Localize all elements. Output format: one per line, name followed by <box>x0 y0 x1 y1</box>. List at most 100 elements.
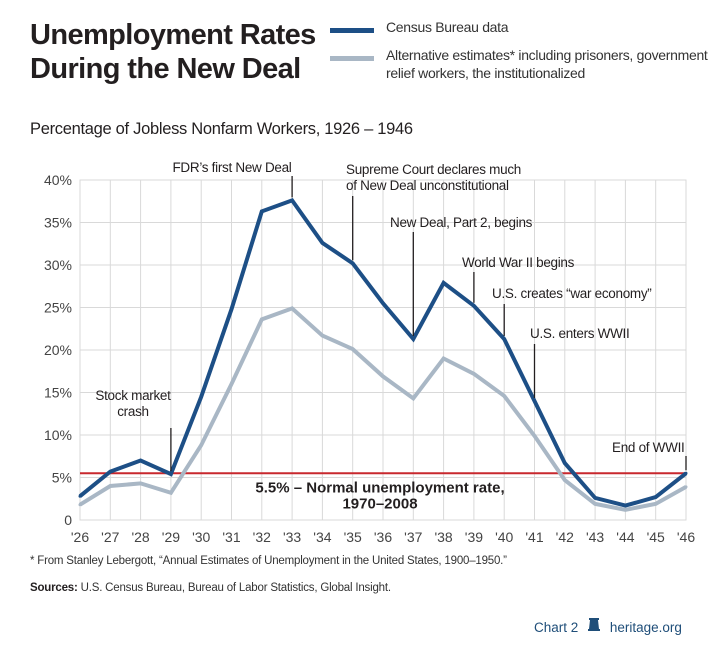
x-tick-label: '28 <box>131 529 149 545</box>
census-data-point <box>472 304 476 308</box>
legend-label-alternative: Alternative estimates* including prisone… <box>386 47 708 81</box>
annotation-crash-line1: Stock market <box>95 388 171 403</box>
sources: Sources: U.S. Census Bureau, Bureau of L… <box>30 582 391 594</box>
census-data-point <box>108 470 112 474</box>
annotation-wwii-begins-line1: World War II begins <box>462 255 575 270</box>
legend-item-census: Census Bureau data <box>330 18 715 46</box>
x-tick-label: '33 <box>283 529 301 545</box>
census-data-point <box>563 461 567 465</box>
annotation-supreme-court-line1: Supreme Court declares much <box>346 162 521 177</box>
alternative-data-point <box>78 503 82 507</box>
chart-number: Chart 2 <box>534 620 579 635</box>
alternative-data-point <box>320 334 324 338</box>
x-tick-label: '36 <box>374 529 392 545</box>
census-data-point <box>502 337 506 341</box>
alternative-data-point <box>563 478 567 482</box>
census-data-point <box>169 472 173 476</box>
alternative-data-point <box>169 491 173 495</box>
census-data-point <box>320 241 324 245</box>
alternative-data-point <box>230 382 233 386</box>
census-data-point <box>623 504 627 508</box>
x-tick-label: '29 <box>162 529 180 545</box>
alternative-data-point <box>502 394 506 398</box>
alternative-data-point <box>623 508 627 512</box>
legend-swatch-alternative <box>330 56 374 61</box>
y-tick-label: 5% <box>52 470 72 486</box>
x-tick-label: '34 <box>313 529 331 545</box>
chart-title-line1: Unemployment Rates <box>30 19 316 51</box>
chart-subtitle: Percentage of Jobless Nonfarm Workers, 1… <box>30 120 413 138</box>
census-data-point <box>230 307 233 311</box>
census-data-point <box>199 395 203 399</box>
x-tick-label: '38 <box>434 529 452 545</box>
x-tick-label: '45 <box>647 529 665 545</box>
y-tick-label: 20% <box>44 342 72 358</box>
annotation-crash-line2: crash <box>117 404 149 419</box>
liberty-bell-icon <box>586 618 602 635</box>
census-data-point <box>78 494 82 498</box>
y-tick-label: 0 <box>64 512 72 528</box>
x-tick-label: '27 <box>101 529 119 545</box>
line-chart: 0 5% 10% 15% 20% 25% 30% 35% 40% '26 '27 '28 '29 '30 '… <box>44 160 695 545</box>
annotation-new-deal-2-line1: New Deal, Part 2, begins <box>390 215 533 230</box>
alternative-data-point <box>533 434 536 438</box>
annotation-us-enters-line1: U.S. enters WWII <box>530 326 629 341</box>
normal-rate-label-line1: 5.5% – Normal unemployment rate, <box>255 479 504 496</box>
census-data-point <box>593 496 597 500</box>
alternative-data-point <box>684 485 688 489</box>
x-tick-label: '26 <box>71 529 89 545</box>
footnote: * From Stanley Lebergott, “Annual Estima… <box>30 555 507 567</box>
census-data-point <box>411 337 415 341</box>
census-data-point <box>351 261 355 265</box>
x-tick-label: '42 <box>556 529 574 545</box>
brand-site[interactable]: heritage.org <box>609 620 682 635</box>
census-data-point <box>442 281 446 285</box>
x-tick-label: '32 <box>253 529 271 545</box>
x-tick-label: '39 <box>465 529 483 545</box>
annotation-supreme-court-line2: of New Deal unconstitutional <box>346 178 509 193</box>
brand: Chart 2 heritage.org <box>534 618 682 635</box>
sources-text: U.S. Census Bureau, Bureau of Labor Stat… <box>80 582 391 594</box>
legend-swatch-census <box>330 28 374 33</box>
alternative-data-point <box>351 347 355 351</box>
normal-rate-label-line2: 1970–2008 <box>342 495 417 512</box>
annotation-new-deal-1-line1: FDR’s first New Deal <box>172 160 291 175</box>
census-data-point <box>654 495 658 499</box>
y-tick-label: 10% <box>44 427 72 443</box>
x-tick-label: '46 <box>677 529 695 545</box>
alternative-data-point <box>654 502 658 506</box>
y-tick-label: 35% <box>44 215 72 231</box>
alternative-data-point <box>472 372 476 376</box>
chart-title: Unemployment Rates During the New Deal <box>30 18 340 86</box>
y-tick-label: 25% <box>44 300 72 316</box>
alternative-data-point <box>108 484 112 488</box>
sources-label: Sources: <box>30 582 78 594</box>
x-tick-label: '40 <box>495 529 513 545</box>
y-tick-label: 30% <box>44 257 72 273</box>
alternative-data-point <box>260 317 264 321</box>
x-tick-label: '37 <box>404 529 422 545</box>
census-data-point <box>684 471 688 475</box>
y-tick-label: 40% <box>44 172 72 188</box>
alternative-data-point <box>442 357 446 360</box>
census-data-point <box>139 459 143 462</box>
legend-label-census: Census Bureau data <box>386 19 509 35</box>
legend-item-alternative: Alternative estimates* including prisone… <box>330 46 715 81</box>
alternative-data-point <box>593 502 597 506</box>
x-tick-label: '41 <box>525 529 543 545</box>
x-tick-label: '31 <box>222 529 240 545</box>
x-tick-label: '30 <box>192 529 210 545</box>
y-tick-label: 15% <box>44 385 72 401</box>
census-data-point <box>533 399 536 403</box>
census-data-point <box>381 301 385 305</box>
x-tick-label: '35 <box>344 529 362 545</box>
alternative-data-point <box>290 306 294 310</box>
census-data-point <box>290 198 294 202</box>
annotation-war-economy-line1: U.S. creates “war economy” <box>492 286 652 301</box>
legend: Census Bureau data Alternative estimates… <box>330 18 715 81</box>
alternative-data-point <box>381 374 385 378</box>
alternative-data-point <box>199 443 203 447</box>
chart-title-line2: During the New Deal <box>30 53 301 85</box>
annotation-end-wwii-line1: End of WWII <box>612 440 684 455</box>
census-data-point <box>260 209 264 213</box>
